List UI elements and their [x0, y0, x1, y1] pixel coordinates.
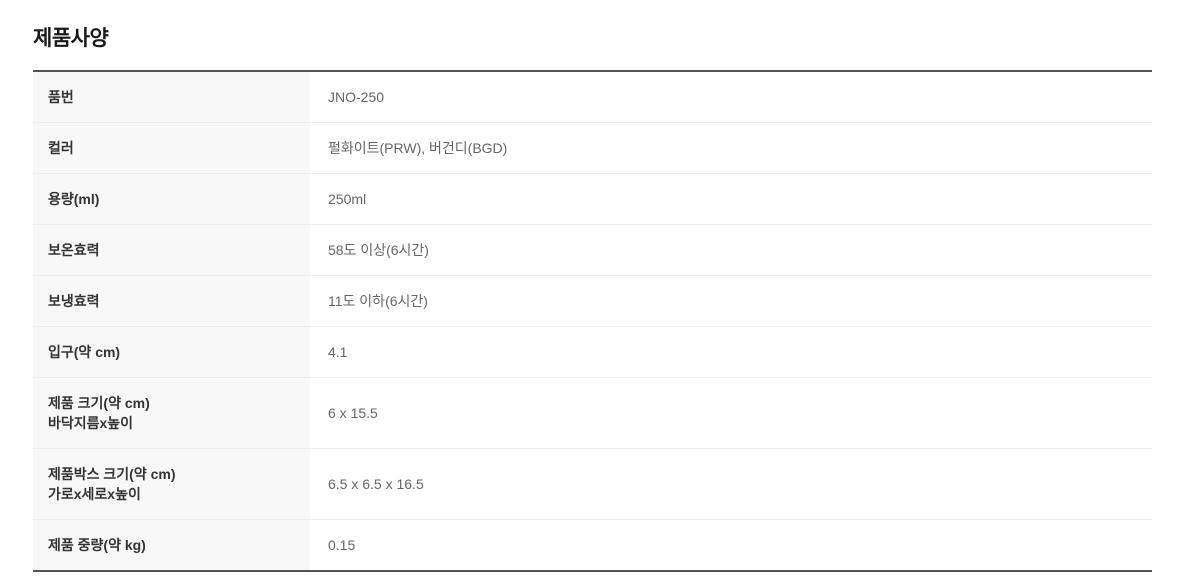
spec-label: 품번: [33, 71, 310, 123]
product-spec-table: 품번 JNO-250 컬러 펄화이트(PRW), 버건디(BGD) 용량(ml)…: [33, 70, 1152, 572]
spec-row-capacity: 용량(ml) 250ml: [33, 173, 1152, 225]
spec-value: 58도 이상(6시간): [310, 224, 1152, 276]
spec-value: 6 x 15.5: [310, 377, 1152, 449]
spec-row-heat-retention: 보온효력 58도 이상(6시간): [33, 224, 1152, 276]
spec-value: JNO-250: [310, 71, 1152, 123]
spec-label: 보온효력: [33, 224, 310, 276]
spec-row-cold-retention: 보냉효력 11도 이하(6시간): [33, 275, 1152, 327]
spec-label: 컬러: [33, 122, 310, 174]
spec-label-text: 품번: [48, 89, 74, 105]
spec-label-subtext: 바닥지름x높이: [48, 415, 134, 431]
spec-row-weight: 제품 중량(약 kg) 0.15: [33, 519, 1152, 571]
spec-label: 제품박스 크기(약 cm) 가로x세로x높이: [33, 448, 310, 520]
section-title: 제품사양: [33, 27, 109, 50]
spec-value: 0.15: [310, 519, 1152, 571]
spec-row-mouth-diameter: 입구(약 cm) 4.1: [33, 326, 1152, 378]
spec-label: 입구(약 cm): [33, 326, 310, 378]
spec-value: 6.5 x 6.5 x 16.5: [310, 448, 1152, 520]
spec-value: 4.1: [310, 326, 1152, 378]
spec-value: 11도 이하(6시간): [310, 275, 1152, 327]
spec-value: 250ml: [310, 173, 1152, 225]
spec-label-text: 용량(ml): [48, 191, 100, 207]
spec-label-subtext: 가로x세로x높이: [48, 486, 141, 502]
spec-label-text: 제품박스 크기(약 cm): [48, 466, 176, 482]
spec-label-text: 보냉효력: [48, 293, 100, 309]
spec-row-color: 컬러 펄화이트(PRW), 버건디(BGD): [33, 122, 1152, 174]
spec-label: 제품 크기(약 cm) 바닥지름x높이: [33, 377, 310, 449]
spec-row-product-size: 제품 크기(약 cm) 바닥지름x높이 6 x 15.5: [33, 377, 1152, 449]
spec-label-text: 보온효력: [48, 242, 100, 258]
spec-label-text: 입구(약 cm): [48, 344, 121, 360]
spec-label: 제품 중량(약 kg): [33, 519, 310, 571]
spec-label-text: 제품 크기(약 cm): [48, 395, 150, 411]
spec-row-item-number: 품번 JNO-250: [33, 71, 1152, 123]
spec-row-box-size: 제품박스 크기(약 cm) 가로x세로x높이 6.5 x 6.5 x 16.5: [33, 448, 1152, 520]
spec-value: 펄화이트(PRW), 버건디(BGD): [310, 122, 1152, 174]
spec-label-text: 제품 중량(약 kg): [48, 537, 146, 553]
spec-label: 용량(ml): [33, 173, 310, 225]
spec-label-text: 컬러: [48, 140, 74, 156]
spec-label: 보냉효력: [33, 275, 310, 327]
